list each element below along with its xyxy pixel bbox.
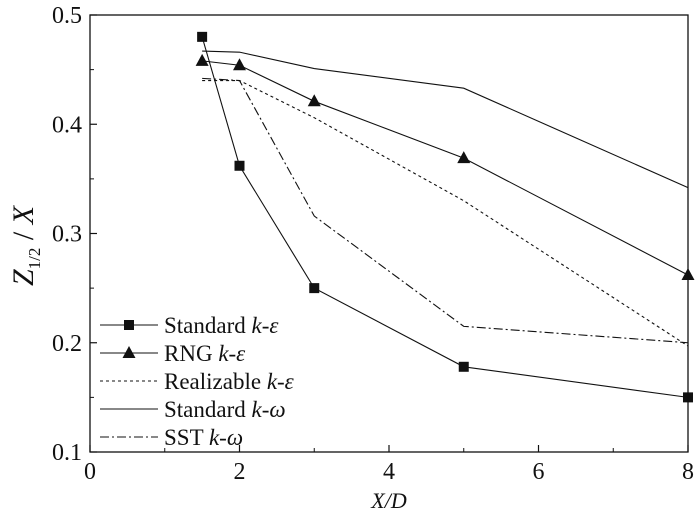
- y-tick-label: 0.1: [52, 440, 82, 466]
- y-axis-title: Z1/2 / X: [7, 204, 44, 286]
- data-point: [195, 53, 209, 66]
- series-line: [202, 77, 689, 344]
- legend-label: SST k-ω: [164, 425, 243, 450]
- series-layer: [195, 31, 695, 403]
- legend: Standard k-ε RNG k-ε Realizable k-ε Standar…: [100, 313, 295, 450]
- data-point: [458, 361, 469, 372]
- legend-label: RNG k-ε: [164, 341, 246, 366]
- x-tick-label: 2: [234, 459, 246, 485]
- series-line: [202, 60, 689, 276]
- series-line: [201, 36, 689, 398]
- series-line: [202, 80, 689, 347]
- x-tick-label: 8: [682, 459, 694, 485]
- series-1: [195, 53, 695, 281]
- legend-marker: [124, 320, 134, 330]
- series-4: [202, 77, 689, 344]
- y-tick-label: 0.2: [52, 331, 82, 357]
- data-point: [307, 94, 321, 107]
- x-tick-label: 6: [533, 459, 545, 485]
- data-point: [309, 283, 320, 294]
- series-2: [202, 80, 689, 347]
- series-0: [197, 31, 693, 403]
- legend-entry: RNG k-ε: [100, 341, 246, 366]
- legend-entry: Standard k-ε: [100, 313, 279, 338]
- x-tick-label: 0: [84, 459, 96, 485]
- x-axis-title: X/D: [370, 488, 407, 513]
- legend-label: Standard k-ω: [164, 397, 286, 422]
- legend-marker: [122, 346, 136, 358]
- data-point: [457, 151, 471, 164]
- y-tick-label: 0.4: [52, 112, 82, 138]
- legend-entry: Realizable k-ε: [100, 369, 295, 394]
- y-tick-label: 0.3: [52, 222, 82, 248]
- data-point: [233, 58, 246, 71]
- series-line: [202, 50, 689, 189]
- y-tick-label: 0.5: [52, 3, 82, 29]
- x-tick-label: 4: [383, 459, 395, 485]
- legend-entry: Standard k-ω: [100, 397, 286, 422]
- legend-entry: SST k-ω: [100, 425, 243, 450]
- data-point: [234, 160, 245, 171]
- legend-label: Realizable k-ε: [164, 369, 295, 394]
- axis-ticks: 0 2 4 6 8 0.1 0.2 0.3 0.4 0.5: [52, 3, 694, 485]
- data-point: [197, 31, 208, 42]
- series-3: [202, 50, 689, 189]
- legend-label: Standard k-ε: [164, 313, 279, 338]
